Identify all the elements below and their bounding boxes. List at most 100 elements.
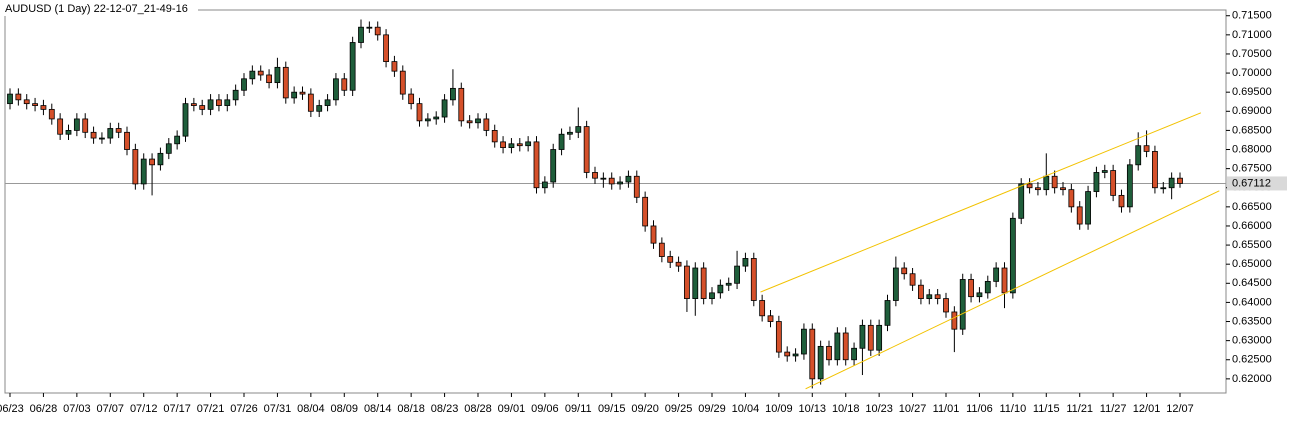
candle-body xyxy=(132,149,139,185)
y-tick-label: 0.66000 xyxy=(1232,220,1272,232)
candle-body xyxy=(491,130,498,143)
candle-body xyxy=(483,118,490,131)
x-tick-label: 10/04 xyxy=(732,403,760,415)
y-tick-label: 0.62500 xyxy=(1232,354,1272,366)
candle-body xyxy=(441,99,448,118)
candle-body xyxy=(1143,145,1150,152)
candle-body xyxy=(1035,187,1041,191)
candle-body xyxy=(1085,191,1091,225)
candle-body xyxy=(516,143,523,147)
candle-body xyxy=(73,118,80,131)
candle-body xyxy=(99,137,105,140)
candle-body xyxy=(675,261,682,267)
x-tick-label: 08/09 xyxy=(331,403,359,415)
candle-body xyxy=(249,70,256,80)
candle-body xyxy=(541,181,548,189)
candle-body xyxy=(558,133,565,150)
candle-body xyxy=(458,87,465,122)
candle-body xyxy=(500,141,506,149)
y-tick-label: 0.65500 xyxy=(1232,239,1272,251)
candle-body xyxy=(633,175,640,198)
x-tick-label: 11/06 xyxy=(966,403,993,415)
x-tick-label: 07/03 xyxy=(63,403,91,415)
x-tick-label: 11/21 xyxy=(1066,403,1093,415)
candle-body xyxy=(366,26,373,29)
candle-body xyxy=(851,347,857,361)
x-tick-label: 07/26 xyxy=(230,403,258,415)
candle-body xyxy=(1168,177,1175,189)
x-tick-label: 11/01 xyxy=(933,403,960,415)
candle-body xyxy=(717,284,724,294)
candle-body xyxy=(475,118,481,124)
candle-body xyxy=(884,300,891,326)
candle-body xyxy=(266,74,272,84)
candle-body xyxy=(291,91,298,99)
channel-line xyxy=(805,190,1220,390)
candle-body xyxy=(40,105,47,110)
candle-body xyxy=(1135,145,1142,166)
candle-body xyxy=(1043,175,1050,191)
candle-body xyxy=(307,93,314,112)
candle-body xyxy=(316,105,323,112)
candle-body xyxy=(1177,177,1183,184)
x-tick-label: 07/21 xyxy=(197,403,225,415)
candle-body xyxy=(1110,170,1117,196)
candle-body xyxy=(1018,183,1025,219)
candle-body xyxy=(1051,175,1058,189)
candle-body xyxy=(174,135,181,145)
y-tick-label: 0.66500 xyxy=(1232,201,1272,213)
candle-body xyxy=(892,267,899,301)
x-tick-label: 10/09 xyxy=(765,403,793,415)
title-box xyxy=(2,1,198,16)
last-price-box xyxy=(1227,176,1287,191)
candle-body xyxy=(182,103,189,137)
y-tick-label: 0.71000 xyxy=(1232,29,1272,41)
candle-body xyxy=(792,353,799,357)
candle-body xyxy=(617,181,623,185)
candle-body xyxy=(216,99,222,106)
y-tick-label: 0.69000 xyxy=(1232,105,1272,117)
candle-body xyxy=(767,315,774,322)
candle-body xyxy=(725,282,732,286)
candle-body xyxy=(324,99,331,106)
candle-body xyxy=(450,87,456,101)
candle-body xyxy=(408,93,415,105)
x-tick-label: 07/31 xyxy=(264,403,292,415)
last-price-label: 0.67112 xyxy=(1232,177,1271,189)
y-tick-label: 0.64000 xyxy=(1232,296,1272,308)
y-tick-label: 0.63500 xyxy=(1232,315,1272,327)
y-tick-label: 0.70500 xyxy=(1232,48,1272,60)
candle-body xyxy=(257,70,264,76)
candle-body xyxy=(1152,151,1158,189)
candle-body xyxy=(809,328,816,380)
plot-layer xyxy=(5,19,1226,390)
x-tick-label: 10/18 xyxy=(832,403,860,415)
candle-body xyxy=(842,332,849,361)
y-tick-label: 0.63000 xyxy=(1232,335,1272,347)
x-tick-label: 09/29 xyxy=(698,403,726,415)
candle-body xyxy=(684,265,690,299)
candle-body xyxy=(909,273,916,286)
x-tick-label: 09/25 xyxy=(665,403,693,415)
y-tick-label: 0.68500 xyxy=(1232,124,1272,136)
x-tick-label: 08/28 xyxy=(464,403,492,415)
candle-body xyxy=(650,225,657,244)
x-tick-label: 08/23 xyxy=(431,403,459,415)
candle-body xyxy=(1126,164,1133,208)
x-tick-label: 09/15 xyxy=(598,403,626,415)
candle-body xyxy=(57,118,64,135)
candle-body xyxy=(959,279,966,330)
y-tick-label: 0.64500 xyxy=(1232,277,1272,289)
candle-body xyxy=(984,280,991,294)
candle-body xyxy=(826,345,832,361)
candle-body xyxy=(834,332,841,361)
candle-body xyxy=(567,131,573,135)
candle-body xyxy=(775,321,782,353)
candle-body xyxy=(1060,187,1066,191)
x-tick-label: 10/27 xyxy=(899,403,927,415)
candle-body xyxy=(750,258,757,301)
candle-body xyxy=(1001,267,1008,294)
candle-body xyxy=(600,177,607,180)
y-tick-label: 0.71500 xyxy=(1232,10,1272,22)
